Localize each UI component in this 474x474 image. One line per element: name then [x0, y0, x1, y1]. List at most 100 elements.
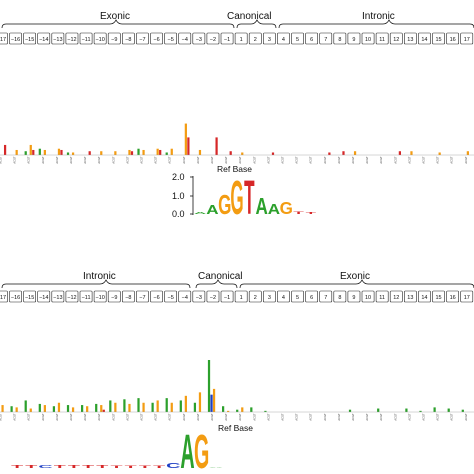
acceptor-position-box-frame: [319, 290, 333, 303]
acceptor-base-label: ACGT: [266, 413, 270, 421]
acceptor-position-label: 4: [282, 295, 285, 301]
donor-position-box-frame: [361, 32, 375, 45]
donor-position-box: 7: [319, 32, 333, 45]
acceptor-position-label: −10: [95, 295, 104, 301]
donor-position-box-frame: [347, 32, 361, 45]
acceptor-region-intronic: Intronic: [83, 271, 116, 282]
acceptor-bar-A--16: [10, 406, 13, 412]
acceptor-bar-G--15: [29, 408, 32, 412]
donor-position-label: −15: [25, 37, 34, 43]
donor-position-box: −2: [206, 32, 220, 45]
donor-logo-letter-G: G: [218, 189, 231, 220]
acceptor-position-box-frame: [333, 290, 347, 303]
acceptor-position-box: 2: [248, 290, 262, 303]
acceptor-position-label: −9: [111, 295, 117, 301]
donor-exonic-bracket: [1, 19, 235, 29]
acceptor-position-box-frame: [122, 290, 135, 303]
donor-bar-T--2: [215, 137, 218, 155]
donor-base-label: ACGT: [69, 156, 73, 164]
donor-position-box-frame: [305, 32, 319, 45]
acceptor-logo-letter-T: T: [11, 464, 23, 469]
acceptor-bar-G--4: [184, 395, 187, 412]
acceptor-bar-A-17: [461, 409, 464, 412]
acceptor-position-box-frame: [9, 290, 22, 303]
acceptor-position-box-frame: [347, 290, 361, 303]
acceptor-position-box: 7: [319, 290, 333, 303]
donor-bar-G-15: [438, 152, 441, 155]
donor-base-label: ACGT: [295, 156, 299, 164]
acceptor-base-label: ACGT: [280, 413, 284, 421]
acceptor-logo-letter-T: T: [96, 464, 108, 469]
acceptor-position-box: −7: [136, 290, 149, 303]
acceptor-bars: [1, 360, 464, 412]
donor-base-label: ACGT: [182, 156, 186, 164]
donor-position-label: 3: [268, 37, 271, 43]
acceptor-bar-A--2: [207, 360, 211, 412]
acceptor-position-box: 16: [446, 290, 460, 303]
donor-base-label: ACGT: [266, 156, 270, 164]
donor-position-box: 5: [291, 32, 304, 45]
acceptor-logo-letter-T: T: [82, 464, 94, 469]
donor-bar-T-7: [328, 152, 331, 155]
donor-logo-ytick-label-1: 1.0: [172, 191, 185, 201]
acceptor-position-label: −16: [11, 295, 20, 301]
acceptor-position-box: −17: [0, 290, 8, 303]
acceptor-bar-A-14: [419, 410, 422, 412]
acceptor-position-box: 6: [305, 290, 319, 303]
acceptor-bar-A--8: [123, 399, 126, 412]
acceptor-position-box: −12: [65, 290, 79, 303]
donor-position-label: −10: [95, 37, 104, 43]
donor-base-label: ACGT: [224, 156, 228, 164]
acceptor-position-label: 17: [464, 295, 470, 301]
donor-bar-T-12: [398, 151, 401, 155]
acceptor-position-box-frame: [418, 290, 431, 303]
acceptor-logo-letter-T: T: [25, 464, 37, 469]
acceptor-base-label: ACGT: [393, 413, 397, 421]
donor-position-box-frame: [375, 32, 389, 45]
acceptor-position-box-frame: [37, 290, 51, 303]
acceptor-bar-A--6: [151, 402, 154, 412]
acceptor-position-box: −14: [37, 290, 51, 303]
donor-position-box-frame: [460, 32, 474, 45]
acceptor-position-box-frame: [277, 290, 290, 303]
acceptor-position-box-frame: [65, 290, 79, 303]
acceptor-position-label: −7: [139, 295, 145, 301]
donor-position-box: −5: [164, 32, 178, 45]
donor-position-box-frame: [107, 32, 121, 45]
acceptor-bar-A-2: [250, 407, 253, 412]
acceptor-logo-letter-C: C: [166, 462, 181, 470]
donor-position-label: −12: [67, 37, 76, 43]
acceptor-position-box-frame: [248, 290, 262, 303]
donor-position-label: 8: [338, 37, 341, 43]
donor-bar-G--5: [170, 148, 173, 155]
donor-position-box-frame: [277, 32, 290, 45]
acceptor-bar-A--5: [165, 398, 168, 412]
donor-logo-xlabel: Ref Base: [217, 164, 252, 174]
donor-position-label: −8: [125, 37, 131, 43]
acceptor-bar-A-9: [348, 409, 352, 412]
acceptor-logo-letter-A: A: [180, 425, 194, 474]
acceptor-base-label: ACGT: [55, 413, 59, 421]
acceptor-region-canonical: Canonical: [198, 271, 242, 282]
donor-position-box: −6: [150, 32, 163, 45]
acceptor-position-box: −4: [178, 290, 192, 303]
donor-position-box: −16: [9, 32, 22, 45]
acceptor-base-label: ACGT: [210, 413, 214, 421]
acceptor-base-label: ACGT: [365, 413, 369, 421]
donor-region-brackets: Exonic Canonical Intronic: [1, 11, 474, 29]
donor-base-label: ACGT: [323, 156, 327, 164]
donor-position-box-frame: [192, 32, 206, 45]
donor-position-box: −14: [37, 32, 51, 45]
acceptor-bar-G--13: [57, 402, 61, 412]
donor-logo-letter-G: G: [280, 198, 293, 218]
donor-base-label: ACGT: [407, 156, 411, 164]
donor-base-label: ACGT: [393, 156, 397, 164]
acceptor-base-label: ACGT: [464, 413, 468, 421]
donor-position-box-frame: [37, 32, 51, 45]
donor-position-box-frame: [0, 32, 8, 45]
acceptor-position-box: −8: [122, 290, 135, 303]
acceptor-position-box-frame: [361, 290, 375, 303]
acceptor-position-box-frame: [150, 290, 163, 303]
donor-bar-G-13: [410, 151, 413, 155]
